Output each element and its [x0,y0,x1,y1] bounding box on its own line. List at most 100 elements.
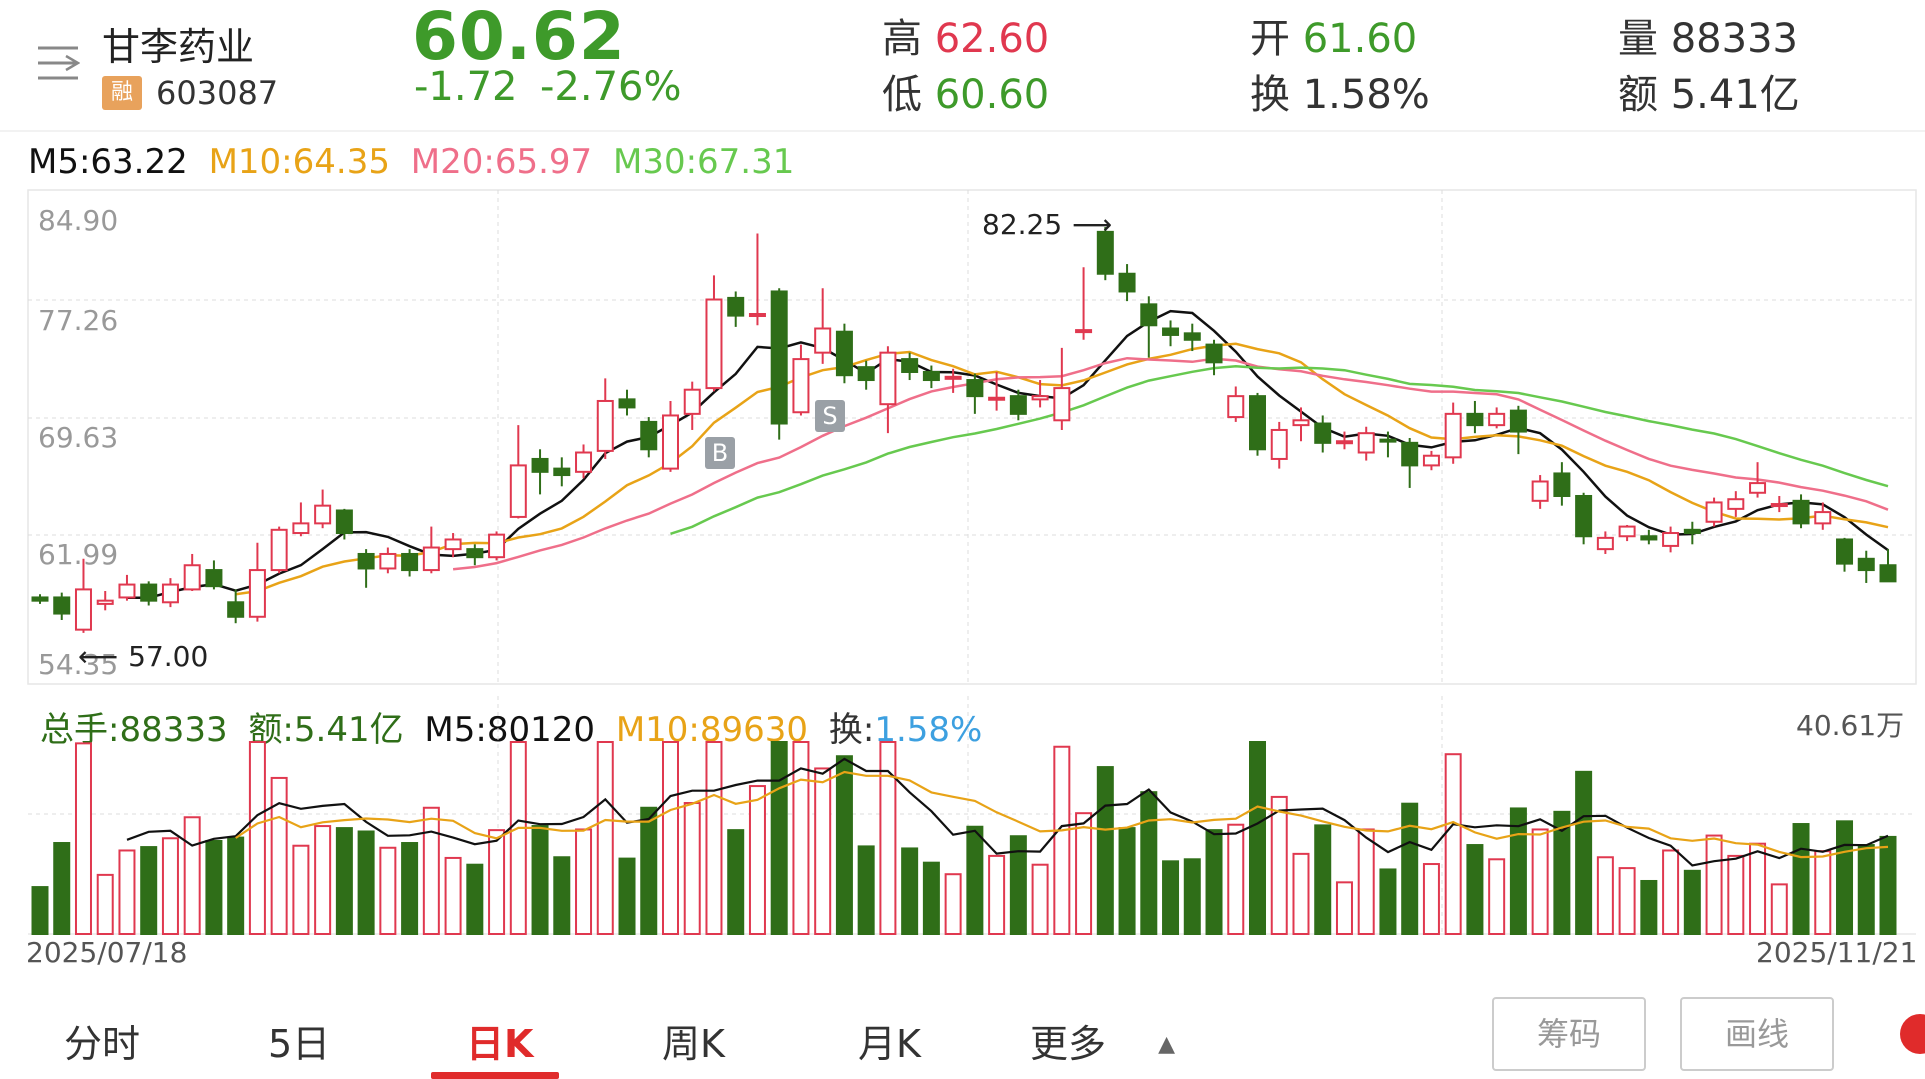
candle-up [509,464,527,518]
candle-up [314,504,332,525]
candle-down [1009,395,1027,415]
y-tick-61.99: 61.99 [38,538,119,571]
candle-down [1879,564,1897,583]
candle-down [1162,327,1180,336]
candle-up [661,414,679,470]
menu-icon[interactable] [36,44,81,82]
candle-up [944,375,962,380]
stock-code: 603087 [156,74,279,112]
quote-header: 甘李药业 融 603087 60.62 -1.72 -2.76% 高 62.60… [0,0,1925,130]
period-tab-bar [0,985,1925,1079]
margin-badge: 融 [102,76,142,110]
volume-m5-label: M5:80120 [424,710,596,750]
arrow-right-icon: ⟶ [1072,208,1113,241]
candle-up [161,583,179,604]
candle-down [922,370,940,382]
volume-turnover-label: 换:1.58% [828,710,983,750]
arrow-left-icon: ⟵ [78,640,119,673]
ma5-line [127,309,1889,600]
candle-down [53,596,71,615]
candle-down [727,296,745,317]
candle-down [1836,538,1854,565]
open-price: 开 61.60 [1250,16,1418,62]
candle-up [1749,482,1767,494]
volume-max-label: 40.61万 [1796,709,1905,742]
candle-up [118,583,136,599]
tab-5day[interactable]: 5日 [268,1022,331,1066]
candle-up [1531,480,1549,502]
candle-down [1401,441,1419,467]
candle-down [227,601,245,618]
candle-up [183,564,201,591]
floating-action-button[interactable] [1900,1014,1925,1054]
candle-down [466,548,484,559]
draw-button[interactable]: 画线 [1680,997,1834,1071]
candle-up [1814,511,1832,525]
candle-down [1466,412,1484,427]
volume-legend: 总手:88333 额:5.41亿 M5:80120 M10:89630 换:1.… [40,702,982,751]
candle-up [1031,395,1049,401]
candle-down [1683,528,1701,535]
candle-down [1509,409,1527,433]
candle-up [488,533,506,559]
candle-up [1292,419,1310,427]
total-volume-label: 总手:88333 [40,710,228,750]
buy-signal-badge[interactable]: B [705,437,735,469]
candle-down [857,366,875,382]
candle-up [1596,536,1614,551]
low-price: 低 60.60 [882,72,1050,118]
y-tick-84.90: 84.90 [38,204,119,237]
candle-down [966,379,984,398]
candle-up [292,522,310,535]
low-marker: ⟵ 57.00 [78,640,209,673]
ma-legend: M5:63.22 M10:64.35 M20:65.97 M30:67.31 [28,142,794,182]
candle-up [1270,428,1288,460]
ma5-label: M5:63.22 [28,142,188,182]
tab-daily-k[interactable]: 日K [466,1022,534,1066]
y-tick-77.26: 77.26 [38,304,119,337]
y-tick-54.35: 54.35 [38,648,119,681]
candle-up [1705,501,1723,523]
current-price: 60.62 [412,0,626,75]
candle-down [1140,303,1158,327]
tab-weekly-k[interactable]: 周K [662,1022,725,1066]
candle-up [814,327,832,354]
candle-up [270,528,288,572]
candle-down [1314,422,1332,444]
candle-down [1205,343,1223,364]
chips-button[interactable]: 筹码 [1492,997,1646,1071]
candle-down [140,583,158,602]
candle-down [618,398,636,409]
tab-more[interactable]: 更多 ▲ [1030,1022,1176,1066]
candle-up [748,313,766,318]
active-tab-indicator [431,1072,559,1079]
caret-up-icon: ▲ [1158,1032,1176,1057]
volume-amount-label: 额:5.41亿 [248,710,404,750]
candle-up [1227,395,1245,419]
candle-up [1335,440,1353,445]
tab-intraday[interactable]: 分时 [64,1022,141,1066]
candle-up [74,588,92,631]
candle-down [31,596,49,602]
candle-up [988,396,1006,401]
candle-down [1249,395,1267,451]
candle-up [1618,525,1636,538]
price-change-pct: -2.76% [540,64,682,110]
candle-up [1662,532,1680,547]
candle-up [1422,454,1440,467]
ma10-label: M10:64.35 [208,142,390,182]
ma20-label: M20:65.97 [410,142,593,182]
candle-up [1488,412,1506,427]
sell-signal-badge[interactable]: S [815,400,845,432]
candle-down [1640,535,1658,541]
y-tick-69.63: 69.63 [38,421,119,454]
candle-down [1857,557,1875,572]
candle-down [357,552,375,570]
candle-up [879,351,897,406]
candle-down [901,358,919,373]
tab-monthly-k[interactable]: 月K [858,1022,921,1066]
candle-up [1053,387,1071,422]
ma30-label: M30:67.31 [612,142,795,182]
candle-down [1792,499,1810,525]
